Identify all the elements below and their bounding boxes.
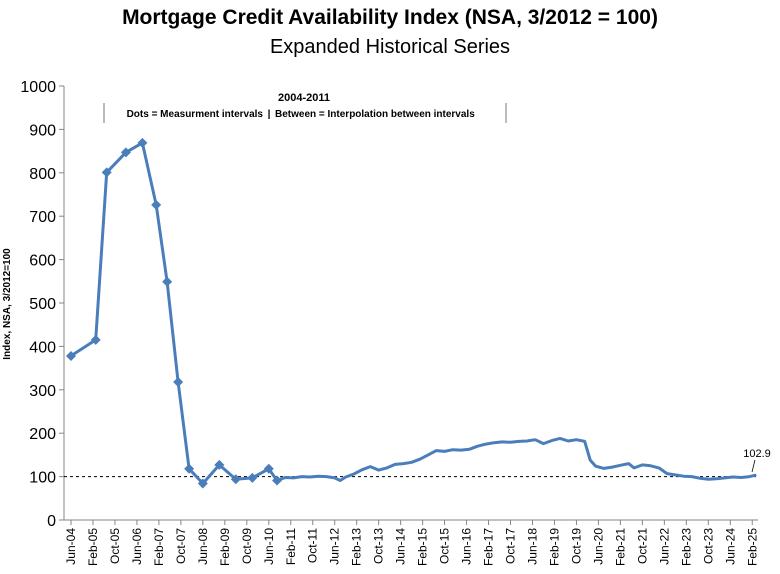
annotation-separator: |: [268, 109, 271, 120]
data-point-marker: [173, 376, 184, 387]
x-tick-label: Oct-13: [372, 528, 386, 564]
data-point-marker: [197, 478, 208, 489]
x-tick-label: Oct-05: [108, 528, 122, 564]
x-tick-label: Feb-23: [679, 528, 693, 566]
x-tick-label: Jun-18: [525, 528, 539, 565]
y-tick-label: 100: [29, 470, 56, 487]
x-tick-label: Jun-20: [591, 528, 605, 565]
x-tick-label: Oct-21: [635, 528, 649, 564]
x-tick-label: Jun-12: [328, 528, 342, 565]
y-axis-label: Index, NSA, 3/2012=100: [2, 248, 13, 360]
y-tick-label: 400: [29, 339, 56, 356]
data-point-marker: [230, 474, 241, 485]
x-tick-label: Oct-19: [569, 528, 583, 564]
y-tick-label: 200: [29, 426, 56, 443]
data-point-marker: [214, 459, 225, 470]
x-tick-label: Jun-10: [262, 528, 276, 565]
x-tick-label: Oct-23: [701, 528, 715, 564]
data-point-marker: [120, 147, 131, 158]
x-tick-label: Jun-08: [196, 528, 210, 565]
x-tick-label: Jun-16: [460, 528, 474, 565]
series-line: [69, 141, 757, 485]
last-value-leader: [751, 459, 756, 473]
data-point-marker: [137, 137, 148, 148]
chart-subtitle: Expanded Historical Series: [269, 36, 511, 58]
x-tick-label: Feb-15: [416, 528, 430, 566]
y-tick-label: 600: [29, 253, 56, 270]
x-tick-label: Oct-07: [174, 528, 188, 564]
x-tick-label: Feb-09: [218, 528, 232, 566]
x-tick-label: Oct-15: [438, 528, 452, 564]
x-tick-label: Jun-24: [723, 528, 737, 565]
data-point-marker: [272, 475, 283, 486]
annotation-between-text: Between = Interpolation between interval…: [275, 109, 475, 120]
annotation-title: 2004-2011: [278, 92, 330, 104]
x-tick-label: Oct-09: [240, 528, 254, 564]
y-tick-label: 900: [29, 122, 56, 139]
x-tick-label: Jun-22: [657, 528, 671, 565]
data-point-marker: [184, 463, 195, 474]
y-tick-label: 700: [29, 209, 56, 226]
last-value-label: 102.9: [743, 448, 771, 460]
y-tick-label: 800: [29, 166, 56, 183]
y-tick-label: 1000: [20, 79, 56, 96]
annotation-dots-text: Dots = Measurment intervals: [127, 109, 264, 120]
y-tick-label: 0: [47, 513, 56, 530]
x-tick-label: Feb-13: [350, 528, 364, 566]
y-tick-label: 500: [29, 296, 56, 313]
x-tick-label: Jun-06: [130, 528, 144, 565]
data-point-marker: [263, 463, 274, 474]
x-tick-label: Feb-11: [284, 528, 298, 565]
data-point-marker: [101, 167, 112, 178]
y-tick-label: 300: [29, 383, 56, 400]
data-point-marker: [90, 334, 101, 345]
data-point-marker: [151, 199, 162, 210]
x-tick-label: Feb-25: [745, 528, 759, 566]
x-tick-label: Feb-17: [482, 528, 496, 566]
x-tick-label: Feb-07: [152, 528, 166, 566]
data-point-marker: [162, 276, 173, 287]
data-point-marker: [66, 350, 76, 361]
chart-title: Mortgage Credit Availability Index (NSA,…: [122, 6, 658, 29]
x-tick-label: Feb-21: [613, 528, 627, 566]
x-tick-label: Oct-11: [306, 528, 320, 563]
data-point-marker: [247, 472, 258, 483]
x-tick-label: Oct-17: [504, 528, 518, 564]
x-tick-label: Feb-19: [547, 528, 561, 566]
x-tick-label: Jun-14: [394, 528, 408, 565]
x-tick-label: Feb-05: [86, 528, 100, 566]
x-tick-label: Jun-04: [64, 528, 78, 565]
